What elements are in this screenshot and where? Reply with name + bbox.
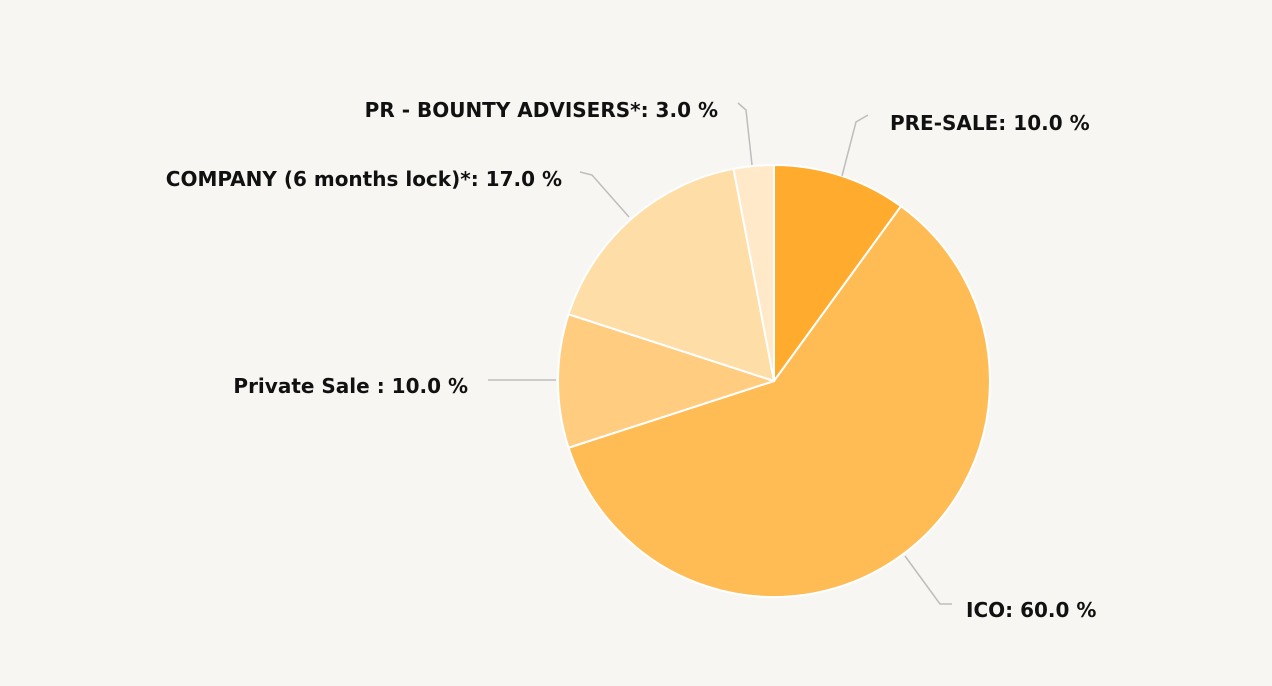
slice-label-pr-bounty-advisers: PR - BOUNTY ADVISERS*: 3.0 %: [365, 98, 718, 122]
slice-label-company: COMPANY (6 months lock)*: 17.0 %: [166, 167, 562, 191]
labels-layer: PRE-SALE: 10.0 % ICO: 60.0 % Private Sale …: [166, 98, 1097, 622]
connector-line-ico: [904, 555, 952, 605]
slice-label-ico: ICO: 60.0 %: [966, 598, 1096, 622]
connector-line-company: [579, 171, 630, 218]
slice-label-private-sale: Private Sale : 10.0 %: [233, 374, 468, 398]
connector-line-pre-sale: [841, 114, 869, 177]
pie-slice-private-sale[interactable]: [556, 313, 775, 449]
connectors-layer: [488, 102, 952, 605]
pie-slice-pr-bounty-advisers[interactable]: [732, 164, 775, 382]
pie-slice-pre-sale[interactable]: [773, 164, 902, 382]
slice-label-pre-sale: PRE-SALE: 10.0 %: [890, 111, 1090, 135]
connector-line-pr-bounty-advisers: [737, 102, 753, 166]
slices-layer: [556, 164, 991, 598]
pie-slice-ico[interactable]: [567, 205, 991, 598]
pie-slice-company[interactable]: [567, 167, 775, 382]
